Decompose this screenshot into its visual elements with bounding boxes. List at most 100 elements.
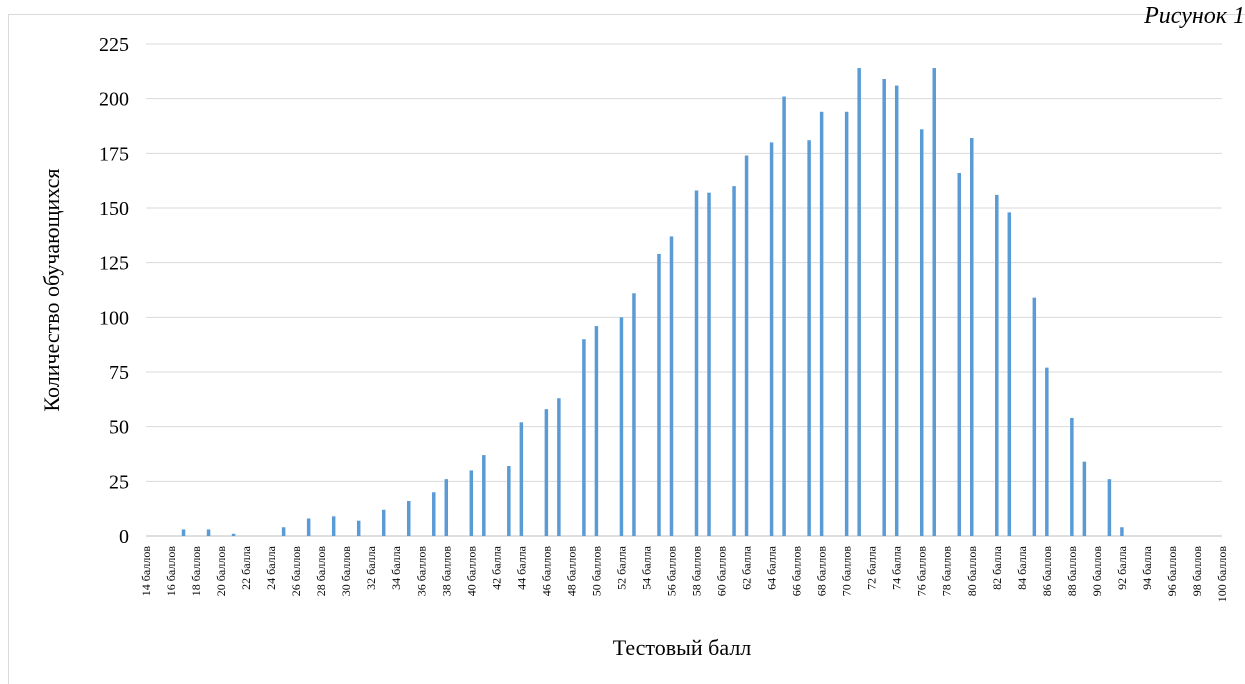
bar xyxy=(557,398,561,536)
x-tick-label: 20 баллов xyxy=(214,546,228,597)
y-tick-label: 200 xyxy=(99,89,129,111)
x-tick-label: 76 баллов xyxy=(915,546,929,597)
bar xyxy=(594,326,599,536)
gridlines xyxy=(146,43,1222,537)
bar xyxy=(1070,417,1074,536)
bar xyxy=(970,138,974,536)
bar xyxy=(306,518,311,536)
x-tick-label: 42 балла xyxy=(489,545,503,590)
x-tick-label: 94 балла xyxy=(1140,545,1154,590)
x-tick-label: 84 балла xyxy=(1015,545,1029,590)
x-tick-label: 34 балла xyxy=(389,545,403,590)
bar xyxy=(1082,461,1087,536)
bar xyxy=(782,96,786,536)
bar xyxy=(1032,297,1037,536)
x-tick-label: 72 балла xyxy=(865,545,879,590)
x-tick-label: 24 балла xyxy=(264,545,278,590)
bar xyxy=(882,78,886,536)
x-tick-label: 52 балла xyxy=(614,545,628,590)
x-tick-label: 56 баллов xyxy=(664,546,678,597)
bars xyxy=(181,68,1124,537)
bar xyxy=(1107,479,1112,536)
x-tick-label: 74 балла xyxy=(890,545,904,590)
bar xyxy=(432,492,436,536)
y-tick-label: 25 xyxy=(109,471,129,493)
x-tick-label: 90 баллов xyxy=(1090,546,1104,597)
x-tick-label: 64 балла xyxy=(765,545,779,590)
bar xyxy=(582,339,586,536)
x-tick-label: 86 баллов xyxy=(1040,546,1054,597)
bar xyxy=(444,479,449,536)
bar xyxy=(957,173,962,536)
x-tick-label: 82 балла xyxy=(990,545,1004,590)
y-tick-label: 175 xyxy=(99,143,129,165)
x-tick-label: 48 баллов xyxy=(564,546,578,597)
x-tick-label: 46 баллов xyxy=(539,546,553,597)
bar xyxy=(919,129,924,536)
y-axis-label: Количество обучающихся xyxy=(39,168,64,411)
x-tick-label: 58 баллов xyxy=(690,546,704,597)
x-tick-label: 70 баллов xyxy=(840,546,854,597)
y-tick-label: 50 xyxy=(109,417,129,439)
y-axis-ticks: 0 25 50 75 100 125 150 175 200 225 xyxy=(99,34,129,548)
bar xyxy=(744,155,749,536)
bar xyxy=(894,85,899,537)
bar xyxy=(1120,527,1124,536)
y-tick-label: 0 xyxy=(119,526,129,548)
x-tick-label: 100 баллов xyxy=(1215,546,1229,603)
bar xyxy=(181,529,186,536)
bar xyxy=(482,455,486,536)
bar xyxy=(331,516,336,536)
figure-label: Рисунок 1 xyxy=(1144,3,1245,29)
bar-chart: 0 25 50 75 100 125 150 175 200 225 14 баллов 16 ба… xyxy=(39,34,1229,660)
x-axis-ticks: 14 баллов 16 баллов 18 баллов 20 баллов 22 б… xyxy=(139,545,1229,602)
x-tick-label: 36 баллов xyxy=(414,546,428,597)
bar xyxy=(932,68,936,536)
x-tick-label: 88 баллов xyxy=(1065,546,1079,597)
bar xyxy=(231,533,236,536)
x-tick-label: 22 балла xyxy=(239,545,253,590)
x-tick-label: 16 баллов xyxy=(164,546,178,597)
y-tick-label: 225 xyxy=(99,34,129,56)
bar xyxy=(707,192,711,536)
x-tick-label: 54 балла xyxy=(639,545,653,590)
x-tick-label: 40 баллов xyxy=(464,546,478,597)
bar xyxy=(995,194,999,536)
bar xyxy=(406,501,411,536)
bar xyxy=(732,186,736,536)
y-tick-label: 150 xyxy=(99,198,129,220)
bar xyxy=(657,253,661,537)
x-tick-label: 60 баллов xyxy=(715,546,729,597)
x-tick-label: 32 балла xyxy=(364,545,378,590)
x-tick-label: 62 балла xyxy=(740,545,754,590)
bar xyxy=(632,293,636,536)
x-tick-label: 44 балла xyxy=(514,545,528,590)
x-tick-label: 68 баллов xyxy=(815,546,829,597)
bar xyxy=(669,236,674,536)
y-tick-label: 75 xyxy=(109,362,129,384)
y-tick-label: 100 xyxy=(99,307,129,329)
bar xyxy=(769,142,774,536)
bar xyxy=(1045,367,1049,536)
x-tick-label: 50 баллов xyxy=(589,546,603,597)
bar xyxy=(807,140,811,537)
x-tick-label: 96 баллов xyxy=(1165,546,1179,597)
x-tick-label: 14 баллов xyxy=(139,546,153,597)
bar xyxy=(281,527,286,536)
x-tick-label: 80 баллов xyxy=(965,546,979,597)
x-tick-label: 66 баллов xyxy=(790,546,804,597)
bar xyxy=(857,68,861,536)
bar xyxy=(519,422,524,536)
x-tick-label: 18 баллов xyxy=(189,546,203,597)
x-tick-label: 26 баллов xyxy=(289,546,303,597)
chart-frame: Рисунок 1 0 25 50 75 100 125 150 175 200 225 14 б… xyxy=(8,3,1245,684)
x-tick-label: 92 балла xyxy=(1115,545,1129,590)
x-axis-label: Тестовый балл xyxy=(613,635,752,660)
y-tick-label: 125 xyxy=(99,253,129,275)
x-tick-label: 28 баллов xyxy=(314,546,328,597)
bar xyxy=(1007,212,1012,536)
x-tick-label: 98 баллов xyxy=(1190,546,1204,597)
bar xyxy=(507,466,511,536)
x-tick-label: 38 баллов xyxy=(439,546,453,597)
bar xyxy=(694,190,699,537)
